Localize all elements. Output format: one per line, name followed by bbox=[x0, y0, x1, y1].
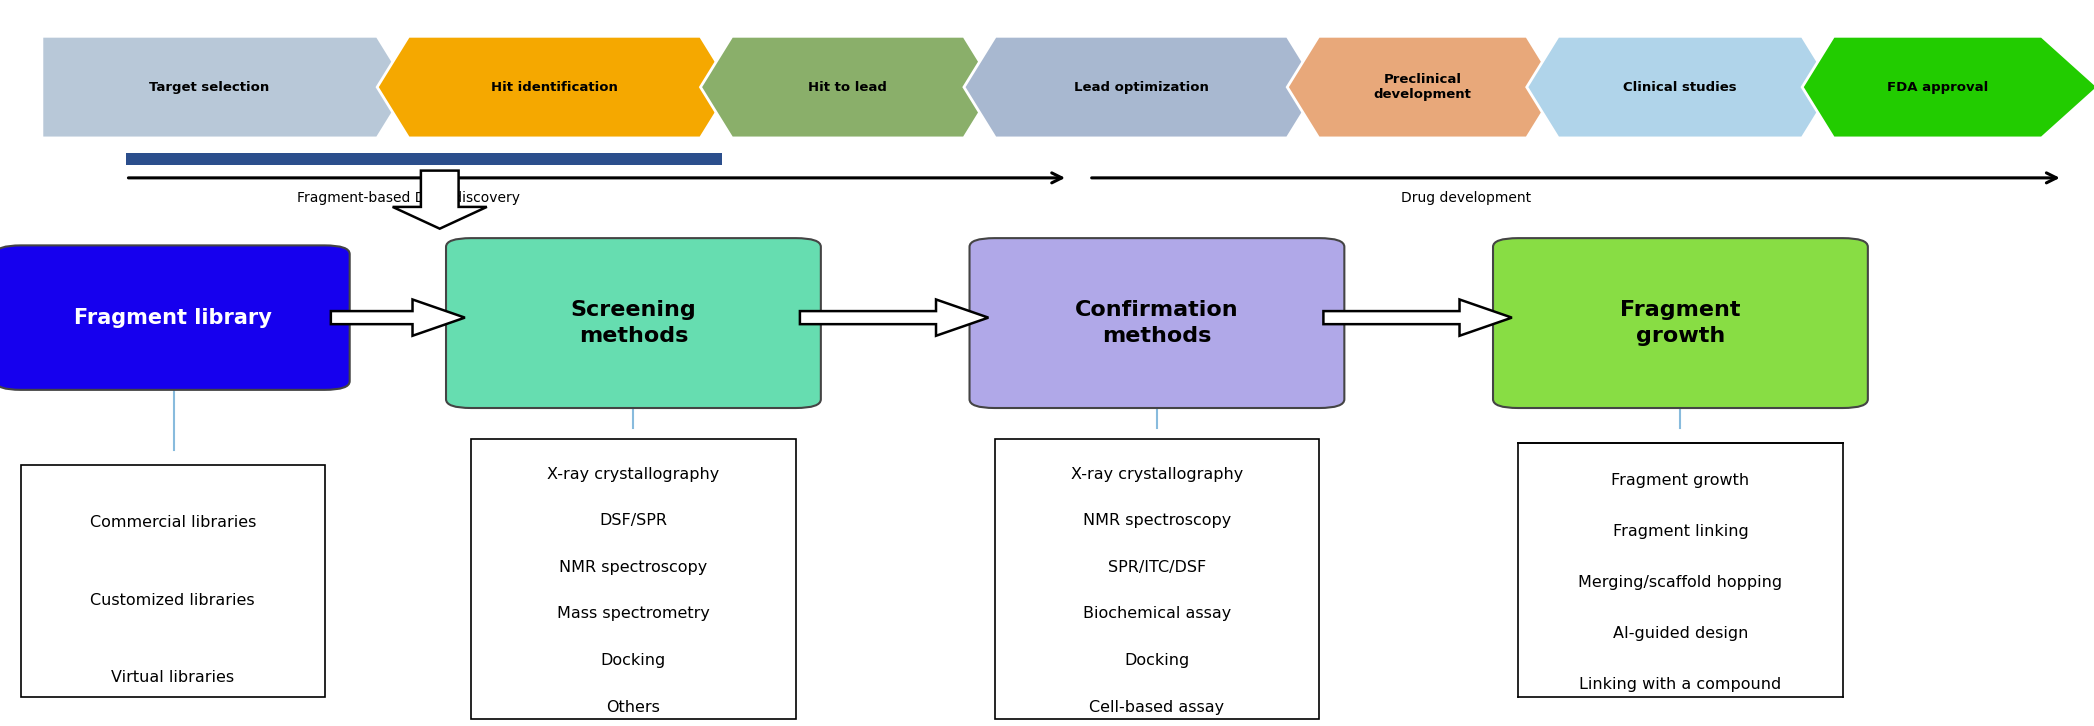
Text: Others: Others bbox=[607, 700, 660, 714]
Polygon shape bbox=[1323, 299, 1512, 335]
Text: Target selection: Target selection bbox=[149, 81, 270, 94]
Text: Lead optimization: Lead optimization bbox=[1074, 81, 1208, 94]
Polygon shape bbox=[963, 36, 1319, 138]
Text: Fragment growth: Fragment growth bbox=[1612, 473, 1748, 489]
Text: Confirmation
methods: Confirmation methods bbox=[1074, 300, 1240, 346]
Bar bbox=[471, 439, 796, 719]
Text: X-ray crystallography: X-ray crystallography bbox=[547, 467, 720, 481]
Bar bbox=[126, 153, 722, 165]
Text: Virtual libraries: Virtual libraries bbox=[111, 670, 235, 685]
Polygon shape bbox=[331, 299, 465, 335]
Text: Screening
methods: Screening methods bbox=[570, 300, 697, 346]
Bar bbox=[995, 439, 1319, 719]
Text: Linking with a compound: Linking with a compound bbox=[1579, 677, 1782, 692]
Text: Docking: Docking bbox=[1124, 653, 1189, 668]
Text: Commercial libraries: Commercial libraries bbox=[90, 515, 255, 530]
Text: AI-guided design: AI-guided design bbox=[1612, 626, 1748, 641]
FancyBboxPatch shape bbox=[970, 238, 1344, 408]
Polygon shape bbox=[377, 36, 733, 138]
Text: Preclinical
development: Preclinical development bbox=[1374, 73, 1472, 101]
Text: Fragment linking: Fragment linking bbox=[1612, 524, 1748, 539]
Text: X-ray crystallography: X-ray crystallography bbox=[1070, 467, 1244, 481]
Text: Clinical studies: Clinical studies bbox=[1623, 81, 1736, 94]
FancyBboxPatch shape bbox=[0, 245, 350, 390]
Text: Hit to lead: Hit to lead bbox=[808, 81, 888, 94]
Text: Hit identification: Hit identification bbox=[492, 81, 618, 94]
FancyBboxPatch shape bbox=[1493, 238, 1868, 408]
Text: Biochemical assay: Biochemical assay bbox=[1083, 606, 1231, 621]
Text: SPR/ITC/DSF: SPR/ITC/DSF bbox=[1108, 560, 1206, 575]
Text: Fragment-based Drug discovery: Fragment-based Drug discovery bbox=[297, 191, 519, 205]
Text: NMR spectroscopy: NMR spectroscopy bbox=[559, 560, 708, 575]
Bar bbox=[21, 465, 325, 697]
Text: Fragment library: Fragment library bbox=[73, 308, 272, 327]
Polygon shape bbox=[1527, 36, 1834, 138]
Text: NMR spectroscopy: NMR spectroscopy bbox=[1083, 513, 1231, 529]
Text: Customized libraries: Customized libraries bbox=[90, 592, 255, 608]
Polygon shape bbox=[1288, 36, 1558, 138]
Text: Merging/scaffold hopping: Merging/scaffold hopping bbox=[1579, 575, 1782, 590]
Text: Docking: Docking bbox=[601, 653, 666, 668]
Polygon shape bbox=[800, 299, 988, 335]
Polygon shape bbox=[394, 171, 486, 229]
Text: Drug development: Drug development bbox=[1401, 191, 1531, 205]
Text: Mass spectrometry: Mass spectrometry bbox=[557, 606, 710, 621]
Text: DSF/SPR: DSF/SPR bbox=[599, 513, 668, 529]
Text: Fragment
growth: Fragment growth bbox=[1621, 300, 1740, 346]
FancyBboxPatch shape bbox=[446, 238, 821, 408]
Polygon shape bbox=[42, 36, 408, 138]
Text: FDA approval: FDA approval bbox=[1887, 81, 1987, 94]
Polygon shape bbox=[701, 36, 995, 138]
Polygon shape bbox=[1803, 36, 2094, 138]
Text: Cell-based assay: Cell-based assay bbox=[1089, 700, 1225, 714]
